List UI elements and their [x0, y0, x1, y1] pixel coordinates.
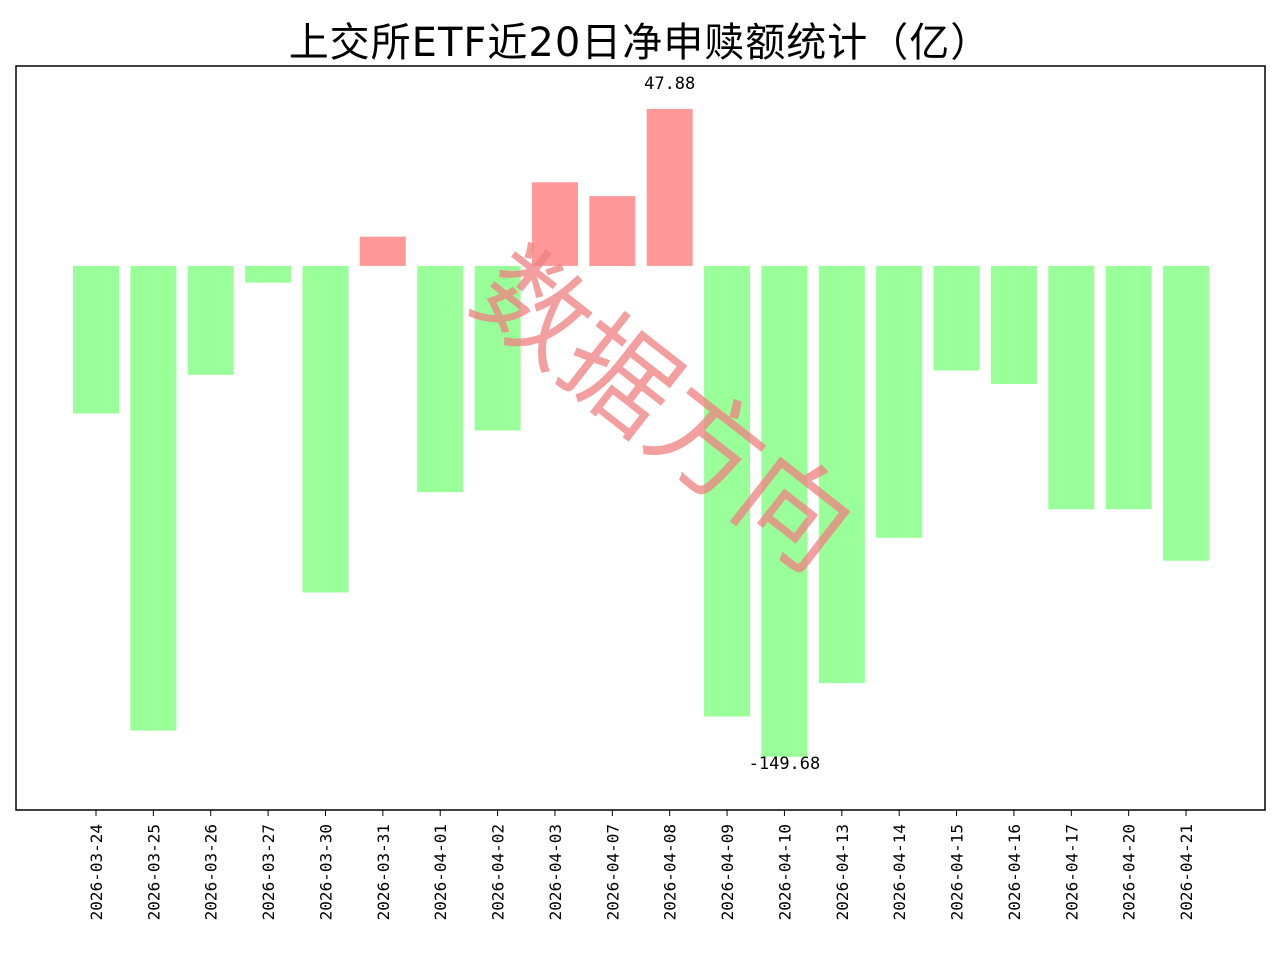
- bar-2026-03-30: [302, 265, 349, 593]
- x-tick-label: 2026-04-16: [1005, 824, 1024, 920]
- x-tick-label: 2026-04-14: [890, 824, 909, 920]
- bar-2026-04-15: [933, 265, 980, 371]
- x-tick-label: 2026-04-13: [833, 824, 852, 920]
- x-tick-label: 2026-04-03: [546, 824, 565, 920]
- x-tick-label: 2026-03-25: [144, 824, 163, 920]
- x-tick-label: 2026-04-17: [1062, 824, 1081, 920]
- x-tick-label: 2026-03-31: [374, 824, 393, 920]
- bar-2026-04-10: [761, 265, 808, 757]
- plot-frame: [15, 65, 1266, 811]
- x-tick-label: 2026-04-09: [718, 824, 737, 920]
- bar-2026-03-26: [187, 265, 234, 375]
- data-label: 47.88: [644, 74, 695, 94]
- bar-2026-04-16: [990, 265, 1037, 384]
- bar-2026-04-01: [417, 265, 464, 493]
- x-tick-label: 2026-04-01: [431, 824, 450, 920]
- x-tick-label: 2026-04-02: [489, 824, 508, 920]
- bars-group: [73, 108, 1209, 757]
- x-ticks-group: 2026-03-24 2026-03-25 2026-03-26 2026-03-27…: [87, 810, 1196, 920]
- x-tick-label: 2026-03-24: [87, 824, 106, 920]
- bar-2026-04-20: [1105, 265, 1152, 510]
- x-tick-label: 2026-03-30: [316, 824, 335, 920]
- bar-2026-04-17: [1048, 265, 1095, 510]
- x-tick-label: 2026-04-20: [1120, 824, 1139, 920]
- bar-2026-03-27: [245, 265, 292, 283]
- bar-2026-04-21: [1163, 265, 1209, 561]
- bar-2026-04-03: [532, 182, 578, 266]
- bar-2026-03-24: [73, 265, 119, 414]
- bar-2026-04-13: [818, 265, 865, 684]
- bar-2026-03-25: [130, 265, 177, 731]
- x-tick-label: 2026-04-10: [775, 824, 794, 920]
- chart-title: 上交所ETF近20日净申赎额统计（亿）: [288, 20, 992, 66]
- bar-2026-04-07: [589, 196, 636, 266]
- data-label: -149.68: [749, 754, 821, 774]
- bar-2026-03-31: [359, 236, 406, 266]
- bar-2026-04-14: [876, 265, 923, 538]
- bar-2026-04-08: [646, 108, 693, 266]
- bar-2026-04-02: [474, 265, 521, 431]
- bar-2026-04-09: [704, 265, 751, 717]
- x-tick-label: 2026-04-08: [661, 824, 680, 920]
- x-tick-label: 2026-04-21: [1177, 824, 1196, 920]
- x-tick-label: 2026-03-26: [202, 824, 221, 920]
- x-tick-label: 2026-03-27: [259, 824, 278, 920]
- x-tick-label: 2026-04-15: [948, 824, 967, 920]
- data-labels-group: 47.88 -149.68: [644, 74, 820, 774]
- x-tick-label: 2026-04-07: [603, 824, 622, 920]
